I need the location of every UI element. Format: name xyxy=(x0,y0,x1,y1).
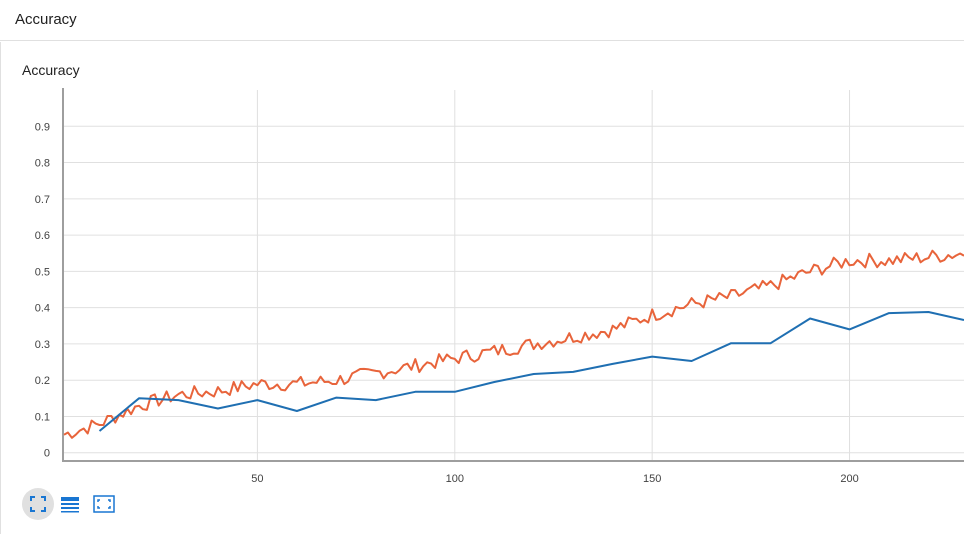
fit-to-data-button[interactable] xyxy=(22,488,54,520)
expand-frame-icon xyxy=(93,495,115,513)
toggle-list-button[interactable] xyxy=(54,488,86,520)
chart-card: Accuracy xyxy=(0,42,964,534)
chart-toolbar xyxy=(22,488,122,520)
expand-chart-button[interactable] xyxy=(88,488,120,520)
page-header: Accuracy xyxy=(0,0,964,41)
fit-screen-icon xyxy=(30,496,46,512)
chart-title: Accuracy xyxy=(22,62,80,78)
list-lines-icon xyxy=(61,497,79,513)
page-title: Accuracy xyxy=(15,11,77,28)
